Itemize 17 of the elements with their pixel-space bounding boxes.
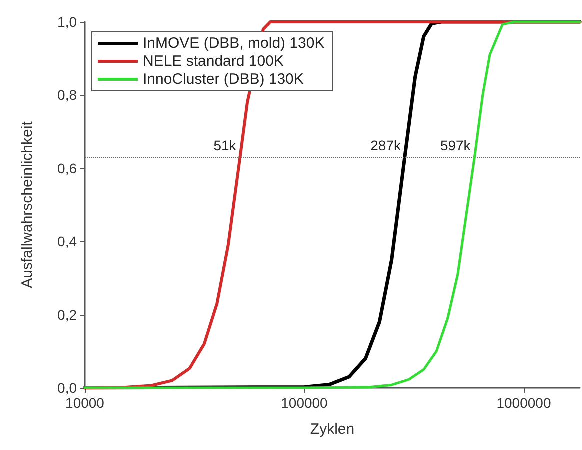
y-tick-label: 0,6 [58, 160, 78, 176]
y-tick-label: 0,8 [58, 87, 78, 104]
y-tick-label: 1,0 [58, 14, 78, 30]
y-axis-title: Ausfallwahrscheinlichkeit [19, 120, 36, 288]
x-axis-title: Zyklen [310, 421, 355, 438]
x-tick-label: 10000 [66, 395, 105, 411]
y-tick-label: 0,0 [58, 380, 78, 396]
annotation: 287k [370, 138, 402, 154]
annotation: 597k [440, 138, 472, 154]
y-tick-label: 0,4 [58, 234, 78, 250]
legend-label: NELE standard 100K [143, 53, 284, 70]
x-tick-label: 100000 [281, 395, 328, 411]
legend-label: InnoCluster (DBB) 130K [143, 71, 304, 88]
x-tick-label: 1000000 [496, 395, 552, 411]
y-tick-label: 0,2 [58, 306, 78, 323]
legend-label: InMOVE (DBB, mold) 130K [143, 35, 325, 52]
annotation: 51k [214, 138, 238, 154]
